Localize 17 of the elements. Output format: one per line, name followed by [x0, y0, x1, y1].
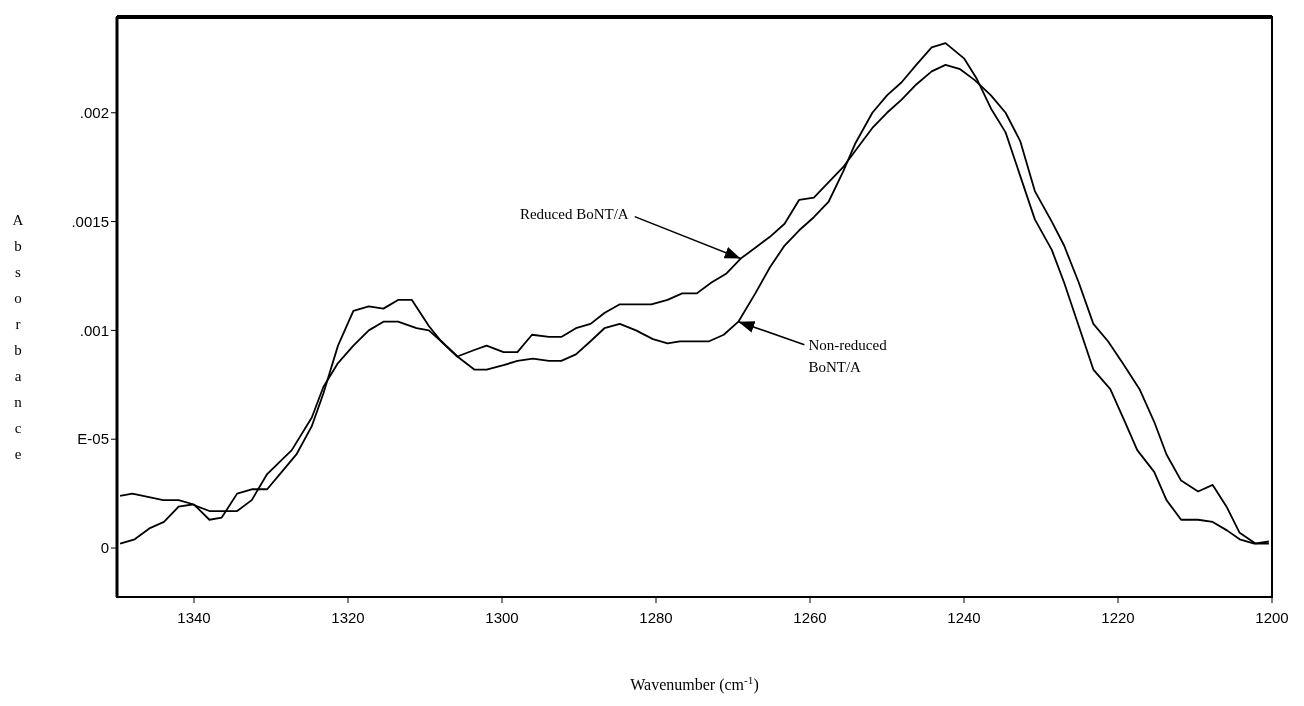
y-tick-label: .002: [79, 104, 109, 122]
x-tick-label: 1340: [177, 609, 211, 626]
x-tick-label: 1220: [1101, 609, 1135, 626]
y-tick-label: .0015: [71, 212, 109, 230]
x-tick-label: 1300: [485, 609, 519, 626]
x-tick-label: 1200: [1255, 609, 1289, 626]
text: Absorbance: [12, 212, 24, 462]
annotation: Reduced BoNT/A: [519, 205, 629, 222]
x-tick-label: 1320: [331, 609, 365, 626]
y-tick-label: E-05: [77, 430, 109, 448]
x-tick-label: 1260: [793, 609, 827, 626]
x-tick-label: 1240: [947, 609, 981, 626]
x-tick-label: 1280: [639, 609, 673, 626]
x-axis-title: Wavenumber (cm$^{-1}$): [630, 674, 759, 694]
y-tick-label: 0: [100, 539, 109, 557]
annotation: Non-reduced BoNT/A: [808, 336, 888, 375]
y-tick-label: .001: [79, 321, 109, 339]
